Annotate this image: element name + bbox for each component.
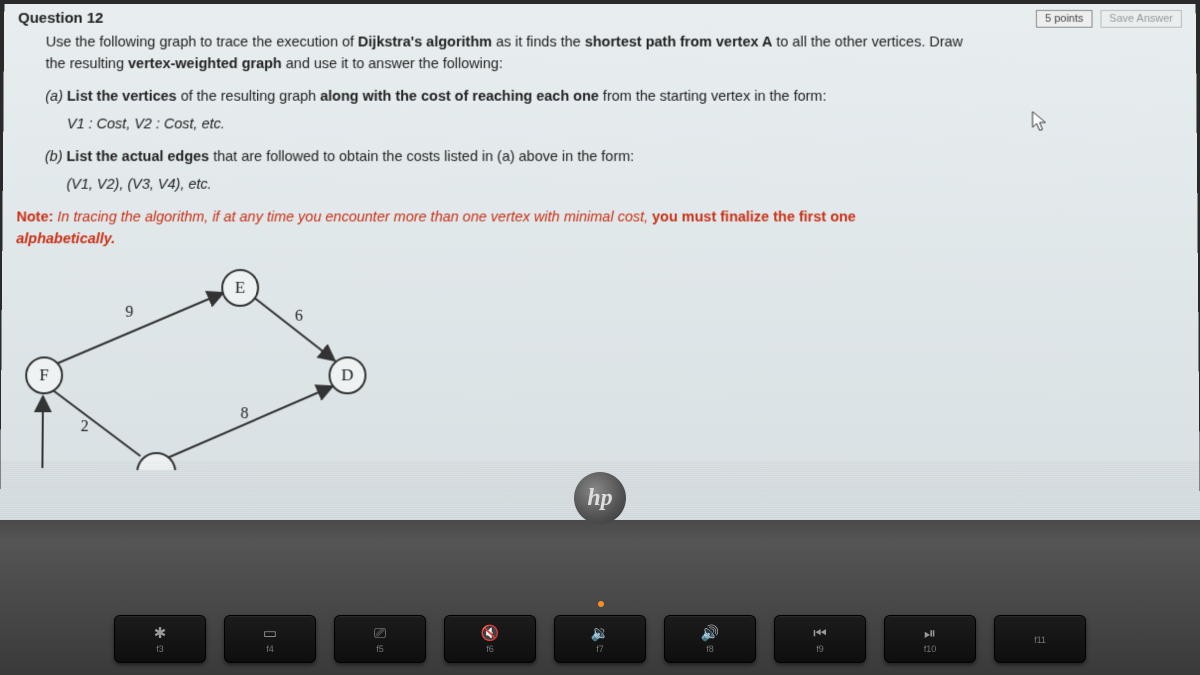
text: alphabetically. [16, 232, 115, 248]
text: along with the cost of reaching each one [320, 89, 599, 105]
key-f9[interactable]: ⏮f9 [774, 615, 866, 663]
text: you must finalize the first one [652, 209, 856, 225]
text: List the vertices [67, 89, 177, 105]
note-label: Note: [16, 209, 53, 225]
edge-weight: 9 [125, 301, 133, 326]
text: vertex-weighted graph [128, 57, 282, 73]
text: In tracing the algorithm, if at any time… [57, 209, 652, 225]
edge-weight: 8 [240, 402, 248, 427]
graph-node-f: F [25, 356, 63, 394]
part-b-example: (V1, V2), (V3, V4), etc. [45, 174, 1184, 196]
text: (b) [45, 149, 67, 165]
display-icon: ▭ [263, 624, 277, 642]
part-a-example: V1 : Cost, V2 : Cost, etc. [45, 114, 1183, 136]
key-f11[interactable]: f11 [994, 615, 1086, 663]
text: and use it to answer the following: [282, 57, 503, 73]
text: Dijkstra's algorithm [358, 35, 492, 51]
play-pause-icon: ⏯ [924, 625, 936, 642]
intro-paragraph: Use the following graph to trace the exe… [45, 32, 1182, 76]
question-body: Use the following graph to trace the exe… [14, 32, 1185, 470]
edge-weight: 2 [81, 415, 89, 440]
text: from the starting vertex in the form: [599, 89, 827, 105]
key-f3[interactable]: ✱f3 [114, 615, 206, 663]
volume-down-icon: 🔉 [591, 624, 610, 642]
question-header: Question 12 5 points Save Answer [18, 10, 1182, 28]
brightness-icon: ✱ [154, 624, 167, 642]
text: to all the other vertices. Draw [772, 35, 963, 51]
text: (a) [45, 89, 67, 105]
hp-logo: hp [574, 472, 626, 524]
text: Use the following graph to trace the exe… [46, 35, 358, 51]
graph-diagram: F E D 9 6 8 2 [12, 261, 412, 470]
key-f5[interactable]: ⎚f5 [334, 615, 426, 663]
function-key-row: ✱f3 ▭f4 ⎚f5 🔇f6 🔉f7 🔊f8 ⏮f9 ⏯f10 f11 [0, 615, 1200, 663]
screen-content: Question 12 5 points Save Answer Use the… [0, 4, 1200, 520]
keyboard-icon: ⎚ [374, 625, 386, 642]
save-answer-button[interactable]: Save Answer [1100, 10, 1182, 28]
key-f10[interactable]: ⏯f10 [884, 615, 976, 663]
key-f8[interactable]: 🔊f8 [664, 615, 756, 663]
text: the resulting [45, 57, 128, 73]
part-b: (b) List the actual edges that are follo… [45, 146, 1184, 196]
graph-node-e: E [221, 269, 259, 307]
volume-up-icon: 🔊 [701, 624, 720, 642]
text: that are followed to obtain the costs li… [209, 149, 634, 165]
points-badge: 5 points [1036, 10, 1092, 28]
text: as it finds the [492, 35, 585, 51]
graph-node-d: D [328, 356, 366, 394]
edge-weight: 6 [295, 305, 303, 330]
part-a: (a) List the vertices of the resulting g… [45, 86, 1183, 136]
text: List the actual edges [66, 149, 209, 165]
question-number: Question 12 [18, 10, 103, 27]
laptop-base: hp ✱f3 ▭f4 ⎚f5 🔇f6 🔉f7 🔊f8 ⏮f9 ⏯f10 f11 [0, 520, 1200, 675]
key-f4[interactable]: ▭f4 [224, 615, 316, 663]
key-f7[interactable]: 🔉f7 [554, 615, 646, 663]
text: of the resulting graph [177, 89, 321, 105]
indicator-led-icon [598, 601, 604, 607]
key-f6[interactable]: 🔇f6 [444, 615, 536, 663]
note-paragraph: Note: In tracing the algorithm, if at an… [16, 206, 1184, 251]
prev-track-icon: ⏮ [813, 625, 827, 642]
mute-icon: 🔇 [481, 624, 500, 642]
text: shortest path from vertex A [585, 35, 773, 51]
